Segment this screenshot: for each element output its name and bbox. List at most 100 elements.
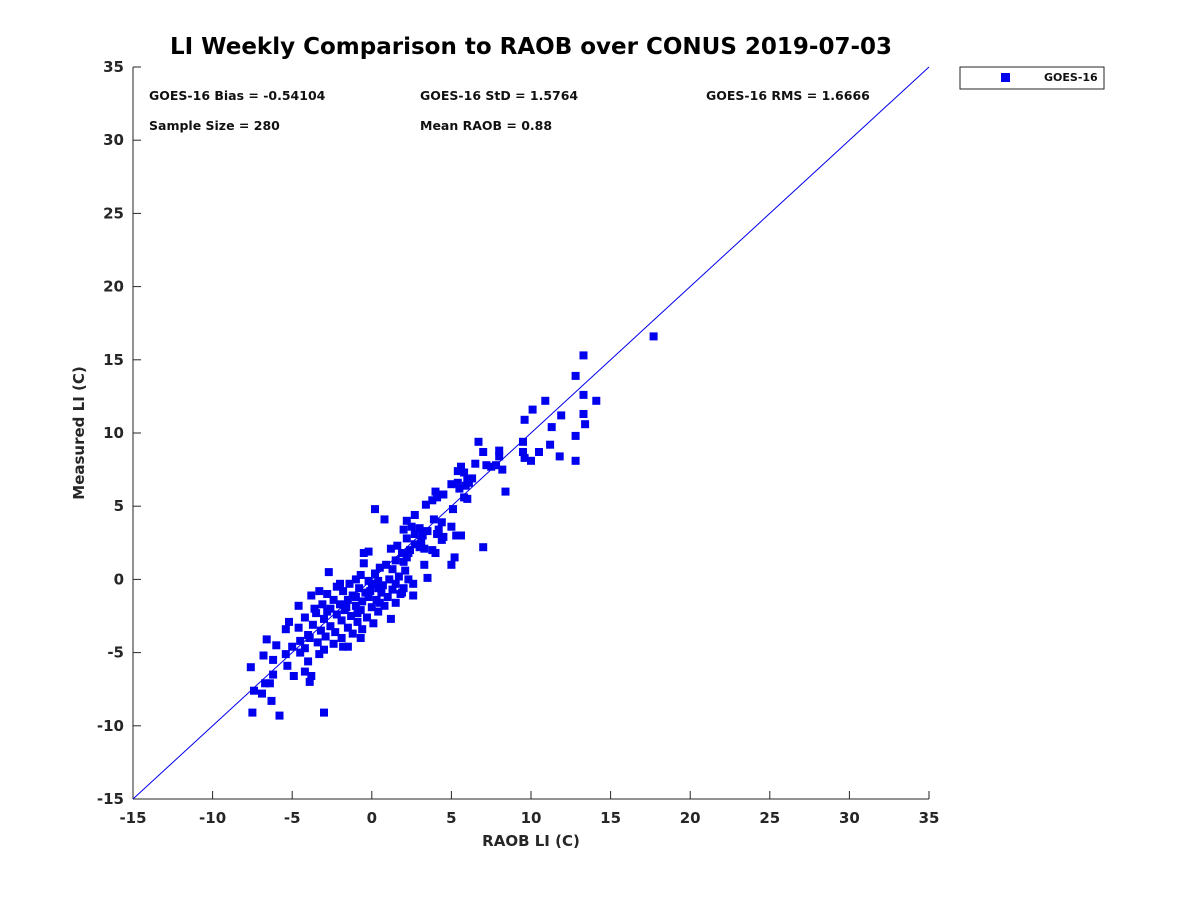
data-point: [272, 641, 281, 650]
stat-mean-raob: Mean RAOB = 0.88: [420, 118, 552, 133]
data-point: [418, 531, 427, 540]
data-point: [581, 420, 590, 429]
data-point: [579, 390, 588, 399]
x-tick-label: -10: [199, 809, 226, 827]
data-point: [281, 625, 290, 634]
data-point: [471, 459, 480, 468]
x-tick-label: 15: [600, 809, 621, 827]
data-point: [366, 587, 375, 596]
data-point: [377, 588, 386, 597]
data-point: [262, 635, 271, 644]
data-point: [447, 560, 456, 569]
data-point: [404, 549, 413, 557]
x-axis-label: RAOB LI (C): [482, 832, 580, 850]
data-point: [358, 597, 367, 606]
y-axis-label: Measured LI (C): [70, 366, 88, 499]
data-point: [258, 689, 266, 698]
chart-title: LI Weekly Comparison to RAOB over CONUS …: [170, 34, 892, 60]
data-point: [579, 351, 588, 360]
data-point: [307, 591, 316, 600]
data-point: [479, 543, 488, 552]
data-point: [453, 467, 462, 476]
data-point: [358, 625, 367, 634]
x-tick-label: 20: [680, 809, 701, 827]
data-point: [415, 524, 424, 533]
data-point: [265, 679, 274, 688]
data-point: [359, 549, 368, 557]
y-tick-label: 35: [103, 58, 124, 76]
data-point: [410, 540, 419, 549]
data-point: [401, 566, 410, 575]
data-point: [353, 609, 362, 618]
data-point: [592, 396, 601, 405]
data-point: [404, 575, 413, 584]
data-point: [447, 522, 456, 531]
data-point: [407, 522, 416, 531]
data-point: [541, 396, 550, 405]
data-point: [464, 478, 473, 487]
data-point: [304, 657, 313, 666]
data-point: [374, 584, 383, 593]
x-tick-label: 25: [759, 809, 780, 827]
y-tick-label: 20: [103, 278, 124, 296]
data-point: [275, 711, 284, 720]
data-point: [420, 544, 429, 553]
data-point: [269, 670, 278, 679]
data-point: [409, 591, 418, 600]
data-point: [267, 696, 276, 705]
data-point: [457, 531, 465, 540]
data-point: [248, 708, 257, 717]
data-point: [351, 593, 360, 601]
data-point: [495, 446, 504, 455]
y-tick-label: -15: [97, 790, 124, 808]
data-point: [285, 617, 293, 626]
data-point: [296, 648, 305, 657]
data-point: [320, 645, 328, 654]
data-point: [410, 530, 419, 538]
legend: GOES-16: [959, 66, 1105, 90]
data-point: [371, 505, 379, 514]
data-point: [380, 601, 389, 610]
y-tick-label: 15: [103, 351, 124, 369]
data-point: [369, 619, 378, 628]
data-point: [501, 487, 510, 496]
data-point: [323, 590, 332, 598]
data-point: [336, 579, 344, 588]
data-point: [337, 616, 346, 625]
data-point: [420, 560, 429, 569]
data-point: [313, 638, 322, 647]
data-point: [321, 632, 330, 641]
data-point: [310, 604, 319, 613]
legend-marker-goes16: [1001, 73, 1010, 82]
y-tick-label: 5: [114, 497, 124, 515]
data-point: [351, 575, 360, 584]
data-point: [555, 452, 564, 461]
data-point: [300, 644, 309, 653]
data-point: [557, 411, 566, 420]
data-point: [269, 655, 278, 664]
data-point: [391, 598, 400, 607]
y-tick-label: -10: [97, 717, 124, 735]
stat-rms: GOES-16 RMS = 1.6666: [706, 88, 870, 103]
data-point: [312, 609, 321, 618]
data-point: [331, 628, 340, 637]
data-point: [437, 518, 446, 527]
data-point: [447, 480, 456, 489]
data-point: [342, 603, 351, 612]
data-point: [399, 525, 408, 534]
y-tick-label: 25: [103, 204, 124, 222]
data-point: [259, 651, 268, 660]
data-point: [318, 600, 327, 609]
y-tick-label: 0: [114, 570, 124, 588]
data-point: [386, 614, 395, 623]
reference-line-1to1: [132, 66, 930, 800]
data-point: [347, 612, 356, 620]
data-point: [429, 515, 438, 524]
data-point: [391, 579, 400, 588]
data-point: [498, 465, 507, 474]
data-point: [449, 505, 457, 514]
data-point: [474, 437, 483, 446]
data-point: [399, 557, 408, 566]
data-point: [423, 573, 432, 582]
